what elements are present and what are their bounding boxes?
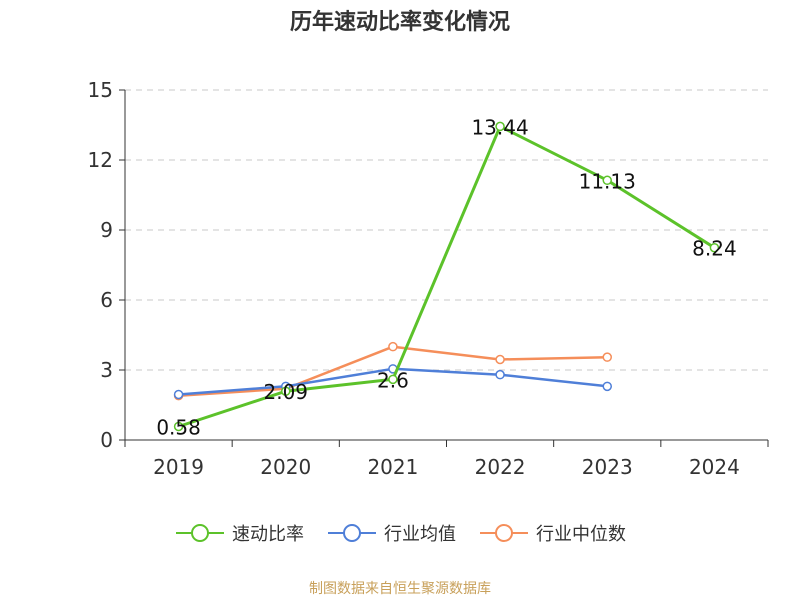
data-point [602, 352, 612, 362]
y-tick-label: 9 [100, 218, 113, 242]
data-point [495, 369, 505, 380]
data-label: 11.13 [579, 169, 636, 193]
x-tick-label: 2020 [260, 455, 311, 479]
series-line-0 [178, 124, 716, 428]
x-tick-label: 2019 [153, 455, 204, 479]
axes: 0 3 6 9 12 15 2019 2020 2021 2022 2023 2024 [88, 78, 769, 479]
y-tick-label: 3 [100, 358, 113, 382]
y-tick-label: 0 [100, 428, 113, 452]
y-tick-label: 6 [100, 288, 113, 312]
data-point [495, 121, 505, 132]
y-tick-label: 12 [88, 148, 113, 172]
legend-label-quick-ratio: 速动比率 [232, 524, 304, 545]
legend-swatch-industry-mean [328, 524, 376, 542]
legend: 速动比率 行业均值 行业中位数 [0, 520, 800, 546]
x-tick-label: 2021 [367, 455, 418, 479]
data-point [173, 421, 184, 432]
legend-label-industry-median: 行业中位数 [536, 524, 626, 545]
data-point [602, 175, 612, 186]
data-labels: 0.58 2.09 2.6 13.44 11.13 8.24 [156, 115, 736, 439]
data-point [388, 341, 398, 352]
data-point [602, 381, 612, 392]
data-point [281, 386, 291, 396]
data-label: 0.58 [156, 415, 201, 439]
grid-lines [125, 89, 768, 371]
x-tick-label: 2024 [689, 455, 740, 479]
y-tick-label: 15 [88, 78, 113, 102]
legend-swatch-quick-ratio [176, 524, 224, 542]
data-label: 2.09 [263, 380, 308, 404]
data-point [173, 389, 184, 400]
legend-item-industry-median[interactable]: 行业中位数 [478, 520, 626, 546]
data-label: 8.24 [692, 237, 737, 261]
data-label: 2.6 [377, 368, 409, 392]
data-point [495, 354, 505, 365]
legend-item-industry-mean[interactable]: 行业均值 [326, 520, 456, 546]
legend-label-industry-mean: 行业均值 [384, 524, 456, 545]
data-point [709, 242, 720, 253]
legend-swatch-industry-median [480, 524, 528, 542]
data-point [388, 374, 398, 385]
chart-title: 历年速动比率变化情况 [289, 10, 510, 35]
x-tick-label: 2023 [582, 455, 633, 479]
source-note: 制图数据来自恒生聚源数据库 [309, 581, 491, 597]
series-group [173, 121, 720, 432]
data-label: 13.44 [471, 115, 528, 139]
legend-item-quick-ratio[interactable]: 速动比率 [174, 520, 304, 546]
x-tick-label: 2022 [475, 455, 526, 479]
